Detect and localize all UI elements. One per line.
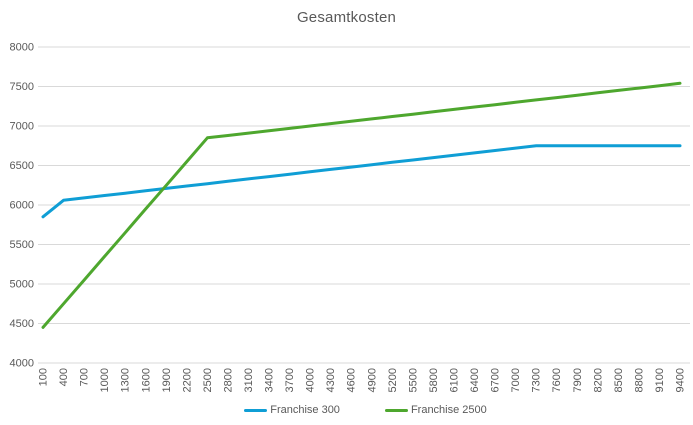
x-tick-label: 100 [38,368,50,386]
x-tick-label: 8200 [592,368,604,392]
x-tick-label: 6100 [448,368,460,392]
x-axis-labels: 100 400 700 1000 1300 1600 1900 2200 2500 2800 310… [38,368,687,392]
legend-label-franchise-300: Franchise 300 [270,404,340,416]
y-tick-label: 7000 [10,121,34,133]
x-tick-label: 5800 [428,368,440,392]
x-tick-label: 4600 [346,368,358,392]
x-tick-label: 5200 [387,368,399,392]
x-tick-label: 8800 [633,368,645,392]
y-tick-label: 6000 [10,200,34,212]
x-tick-label: 2800 [222,368,234,392]
legend-label-franchise-2500: Franchise 2500 [410,404,487,416]
legend: Franchise 300 Franchise 2500 [19,404,693,416]
x-tick-label: 1300 [120,368,132,392]
x-tick-label: 1600 [140,368,152,392]
x-tick-label: 2200 [181,368,193,392]
legend-item-franchise-2500: Franchise 2500 [384,404,487,416]
x-tick-label: 3400 [264,368,276,392]
x-tick-label: 6400 [469,368,481,392]
legend-line-swatch-blue-icon [244,408,268,412]
y-axis-labels: 4000 4500 5000 5500 6000 6500 7000 7500 8000 [10,42,34,370]
series-line-franchise-2500 [41,81,682,329]
chart-title: Gesamtkosten [296,9,397,26]
gridlines [38,46,690,364]
legend-item-franchise-300: Franchise 300 [244,404,340,416]
x-tick-label: 7300 [531,368,543,392]
x-tick-label: 7900 [572,368,584,392]
legend-line-swatch-green-icon [384,408,408,412]
x-tick-label: 5500 [407,368,419,392]
y-tick-label: 5000 [10,279,34,291]
x-tick-label: 700 [79,368,91,386]
x-tick-label: 7600 [551,368,563,392]
x-tick-label: 400 [58,368,70,386]
y-tick-label: 8000 [10,42,34,54]
series-line-franchise-300 [41,144,682,219]
x-tick-label: 3700 [284,368,296,392]
y-tick-label: 5500 [10,239,34,251]
x-tick-label: 7000 [510,368,522,392]
x-tick-label: 4300 [325,368,337,392]
x-tick-label: 6700 [490,368,502,392]
x-tick-label: 4900 [366,368,378,392]
x-tick-label: 9400 [675,368,687,392]
y-tick-label: 7500 [10,81,34,93]
x-tick-label: 8500 [613,368,625,392]
x-tick-label: 2500 [202,368,214,392]
x-tick-label: 3100 [243,368,255,392]
x-tick-label: 1000 [99,368,111,392]
y-tick-label: 6500 [10,160,34,172]
y-tick-label: 4000 [10,358,34,370]
y-tick-label: 4500 [10,318,34,330]
x-tick-label: 4000 [305,368,317,392]
x-tick-label: 1900 [161,368,173,392]
x-tick-label: 9100 [654,368,666,392]
plot-area: 4000 4500 5000 5500 6000 6500 7000 7500 8000 100 4… [10,42,690,392]
